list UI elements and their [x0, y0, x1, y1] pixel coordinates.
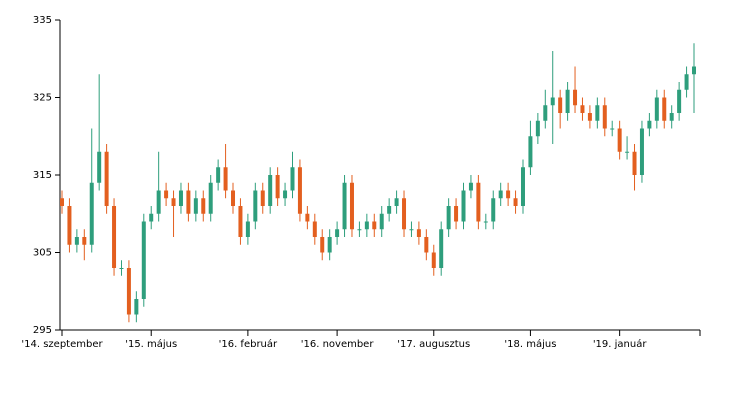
candle-body — [409, 229, 414, 231]
candle-body — [394, 198, 399, 206]
candle-body — [387, 206, 392, 214]
candle-body — [305, 213, 310, 222]
candle-body — [454, 206, 459, 222]
candle-body — [625, 151, 630, 153]
candle-body — [156, 190, 161, 214]
y-tick-label: 295 — [33, 325, 52, 336]
candle-body — [610, 128, 615, 130]
candle-body — [550, 97, 555, 106]
candle-body — [327, 237, 332, 253]
candle-body — [141, 221, 146, 299]
candle-body — [260, 190, 265, 206]
candle-body — [253, 190, 258, 222]
candle-body — [364, 221, 369, 230]
candle-body — [126, 268, 131, 315]
candle-body — [104, 151, 109, 206]
candle-body — [587, 113, 592, 121]
candle-body — [357, 229, 362, 231]
candle-body — [320, 237, 325, 253]
candle-body — [476, 182, 481, 222]
candle-body — [632, 151, 637, 175]
candle-body — [297, 167, 302, 214]
candle-body — [149, 213, 154, 222]
candle-body — [268, 175, 273, 206]
candle-body — [662, 97, 667, 121]
x-tick-label: '18. május — [504, 338, 556, 350]
candle-body — [573, 89, 578, 106]
y-tick-label: 325 — [33, 93, 52, 104]
x-tick-label: '17. augusztus — [397, 339, 470, 350]
candle-body — [312, 221, 317, 237]
x-tick-label: '16. február — [219, 338, 278, 350]
candle-body — [461, 190, 466, 222]
candle-body — [565, 89, 570, 113]
x-tick-label: '15. május — [125, 338, 177, 350]
candle-body — [506, 190, 511, 199]
candle-body — [498, 190, 503, 199]
candle-body — [379, 213, 384, 230]
candle-body — [639, 128, 644, 175]
candle-body — [178, 190, 183, 206]
candle-body — [402, 198, 407, 230]
candle-body — [483, 221, 488, 223]
x-tick-label: '16. november — [301, 339, 375, 350]
candle-body — [439, 229, 444, 268]
candle-body — [692, 66, 696, 75]
candle-body — [349, 182, 354, 230]
candle-body — [684, 74, 689, 90]
y-tick-label: 305 — [33, 248, 52, 259]
y-tick-label: 315 — [33, 170, 52, 181]
candle-body — [669, 113, 674, 121]
candle-body — [208, 182, 213, 214]
candle-body — [602, 105, 607, 129]
candle-body — [171, 198, 176, 206]
candle-body — [617, 128, 622, 152]
candle-body — [238, 206, 243, 237]
candle-body — [82, 237, 87, 245]
candle-body — [342, 182, 347, 230]
candle-body — [335, 229, 340, 237]
candle-body — [134, 299, 139, 315]
candle-body — [416, 229, 421, 237]
candle-body — [74, 237, 79, 245]
candle-body — [424, 237, 429, 253]
candle-body — [193, 198, 198, 214]
candle-body — [231, 190, 236, 206]
candle-body — [245, 221, 250, 237]
candle-body — [201, 198, 206, 214]
candle-body — [491, 198, 496, 222]
candle-body — [164, 190, 169, 199]
candle-body — [528, 136, 533, 168]
candle-body — [654, 97, 659, 121]
candle-body — [283, 190, 288, 199]
candle-body — [372, 221, 377, 230]
candle-body — [431, 252, 436, 268]
candle-body — [580, 105, 585, 113]
candle-body — [468, 182, 473, 191]
candle-body — [677, 89, 682, 113]
y-tick-label: 335 — [33, 15, 52, 26]
candle-body — [543, 105, 548, 121]
candle-body — [216, 167, 221, 183]
candle-body — [595, 105, 600, 121]
candle-body — [89, 182, 94, 245]
candle-body — [186, 190, 191, 214]
candle-body — [112, 206, 117, 268]
x-tick-label: '14. szeptember — [21, 339, 103, 350]
x-tick-label: '19. január — [593, 338, 648, 350]
candle-body — [558, 97, 563, 113]
candle-body — [290, 167, 295, 191]
candle-body — [119, 268, 124, 269]
candle-body — [60, 198, 64, 206]
candle-body — [97, 151, 102, 183]
candle-body — [275, 175, 280, 199]
candle-body — [520, 167, 525, 206]
candle-body — [647, 120, 652, 129]
candle-body — [535, 120, 540, 137]
candle-body — [446, 206, 451, 230]
candle-body — [67, 206, 72, 245]
candle-body — [513, 198, 518, 206]
candle-body — [223, 167, 228, 191]
